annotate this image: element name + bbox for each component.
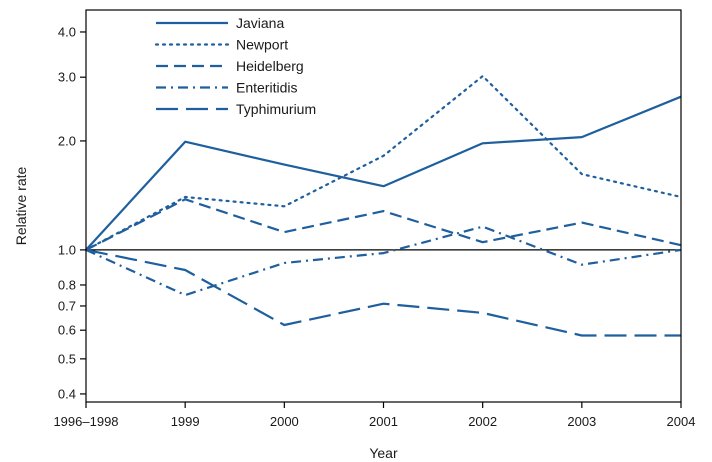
x-tick-label: 2003 [567, 414, 596, 429]
series-line-javiana [85, 95, 682, 251]
x-tick-label: 2002 [468, 414, 497, 429]
legend-label: Javiana [236, 15, 284, 31]
y-tick-label: 2.0 [58, 133, 76, 148]
y-tick-label: 0.7 [58, 298, 76, 313]
y-tick-label: 4.0 [58, 24, 76, 39]
x-tick-label: 2001 [369, 414, 398, 429]
x-axis-ticks: 1996–1998 1999 2000 2001 2002 2003 2004 [53, 402, 695, 429]
legend-label: Heidelberg [236, 58, 304, 74]
y-tick-label: 0.6 [58, 323, 76, 338]
legend-label: Newport [236, 37, 288, 53]
legend-label: Enteritidis [236, 80, 297, 96]
plot-border [85, 9, 682, 403]
y-axis-ticks: 0.4 0.5 0.6 0.7 0.8 1.0 2.0 3.0 4.0 [58, 24, 86, 401]
series-line-typhimurium [85, 248, 681, 337]
legend: Javiana Newport Heidelberg Enteritidis Typhi… [154, 15, 316, 117]
y-tick-label: 0.8 [58, 277, 76, 292]
y-axis-title: Relative rate [13, 166, 29, 245]
series-lines [84, 74, 683, 337]
y-tick-label: 3.0 [58, 70, 76, 85]
series-line-newport [84, 74, 683, 251]
x-tick-label: 2004 [667, 414, 696, 429]
x-tick-label: 1996–1998 [53, 414, 118, 429]
plot-frame [85, 9, 682, 403]
series-line-heidelberg [85, 198, 682, 251]
y-tick-label: 0.4 [58, 386, 76, 401]
y-tick-label: 0.5 [58, 351, 76, 366]
x-axis-title: Year [369, 445, 398, 461]
x-tick-label: 1999 [171, 414, 200, 429]
series-line-enteritidis [85, 225, 682, 297]
y-tick-label: 1.0 [58, 242, 76, 257]
x-tick-label: 2000 [270, 414, 299, 429]
legend-label: Typhimurium [236, 101, 316, 117]
